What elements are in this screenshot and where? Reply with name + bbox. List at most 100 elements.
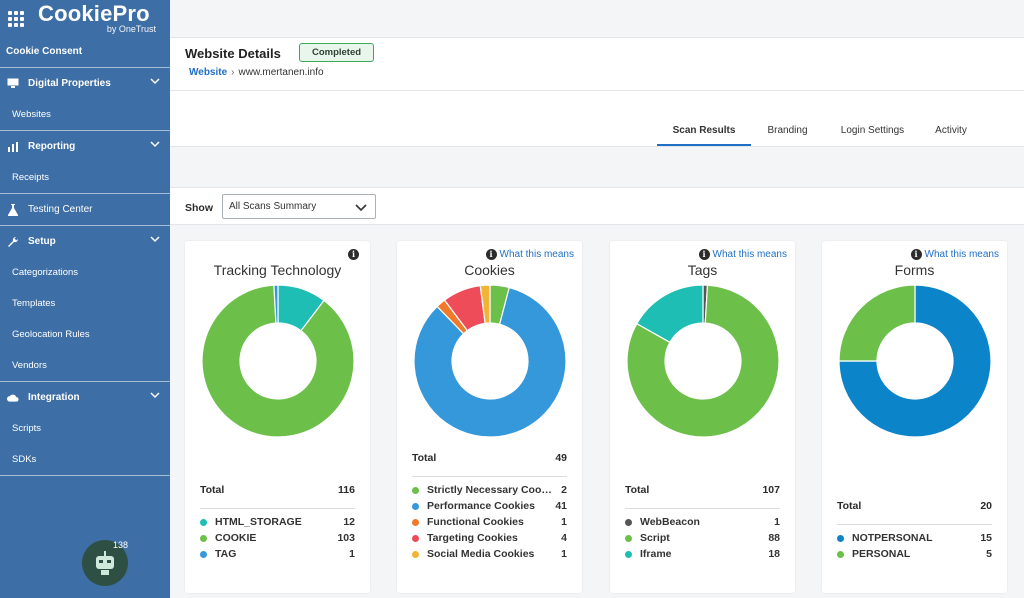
chatbot-button[interactable] bbox=[82, 540, 128, 586]
legend-value: 88 bbox=[768, 532, 780, 544]
legend-value: 103 bbox=[337, 532, 355, 544]
legend-item[interactable]: HTML_STORAGE 12 bbox=[200, 514, 355, 530]
info-icon: i bbox=[485, 249, 497, 260]
legend-item[interactable]: Script 88 bbox=[625, 530, 780, 546]
legend-item[interactable]: COOKIE 103 bbox=[200, 530, 355, 546]
legend-item[interactable]: Strictly Necessary Cook... 2 bbox=[412, 482, 567, 498]
info-link[interactable]: i What this means bbox=[910, 249, 999, 260]
legend-label: WebBeacon bbox=[640, 516, 700, 528]
nav-head-reporting[interactable]: Reporting bbox=[0, 131, 170, 162]
sidebar-item-receipts[interactable]: Receipts bbox=[12, 172, 49, 183]
bar-chart-icon bbox=[7, 141, 19, 153]
app-launcher-icon[interactable] bbox=[8, 11, 24, 27]
legend-dot-icon bbox=[837, 534, 844, 542]
legend-label: Iframe bbox=[640, 548, 672, 560]
legend-label: HTML_STORAGE bbox=[215, 516, 302, 528]
breadcrumb-current: www.mertanen.info bbox=[238, 67, 324, 78]
cloud-icon bbox=[7, 392, 19, 404]
tab-scan-results[interactable]: Scan Results bbox=[657, 125, 751, 146]
page-title: Website Details bbox=[185, 46, 281, 61]
donut-slice[interactable] bbox=[626, 284, 780, 438]
chevron-down-icon bbox=[355, 200, 367, 223]
total-row: Total 116 bbox=[200, 484, 355, 509]
legend-dot-icon bbox=[412, 486, 419, 494]
breadcrumb-link-website[interactable]: Website bbox=[189, 67, 228, 78]
donut-chart bbox=[201, 284, 355, 438]
total-row: Total 107 bbox=[625, 484, 780, 509]
chevron-down-icon[interactable] bbox=[150, 77, 160, 88]
legend-value: 4 bbox=[561, 532, 567, 544]
nav-group-integration: Integration Scripts SDKs bbox=[0, 382, 170, 476]
legend-item[interactable]: NOTPERSONAL 15 bbox=[837, 530, 992, 546]
sidebar-section-title: Cookie Consent bbox=[0, 38, 170, 68]
nav-head-label: Digital Properties bbox=[28, 78, 111, 89]
legend-label: PERSONAL bbox=[852, 548, 911, 560]
donut-slice[interactable] bbox=[635, 284, 704, 344]
nav-group-testing-center: Testing Center bbox=[0, 194, 170, 226]
wrench-icon bbox=[7, 236, 19, 248]
info-icon: i bbox=[910, 249, 922, 260]
tab-branding[interactable]: Branding bbox=[767, 125, 808, 136]
card-tracking-technology: i Tracking Technology Total 116 HTML_STOR… bbox=[185, 241, 370, 593]
nav-head-testing-center[interactable]: Testing Center bbox=[0, 194, 170, 225]
tab-login-settings[interactable]: Login Settings bbox=[840, 125, 905, 136]
donut-slice[interactable] bbox=[838, 284, 992, 438]
card-cookies: i What this means Cookies Total 49 Strictl… bbox=[397, 241, 582, 593]
legend-value: 41 bbox=[555, 500, 567, 512]
sidebar-item-sdks[interactable]: SDKs bbox=[12, 454, 37, 465]
nav-head-label: Integration bbox=[28, 392, 80, 403]
legend-item[interactable]: PERSONAL 5 bbox=[837, 546, 992, 562]
legend-label: Performance Cookies bbox=[427, 500, 535, 512]
legend-item[interactable]: Functional Cookies 1 bbox=[412, 514, 567, 530]
tab-activity[interactable]: Activity bbox=[935, 125, 967, 136]
info-link[interactable]: i What this means bbox=[485, 249, 574, 260]
legend-dot-icon bbox=[200, 534, 207, 542]
legend-item[interactable]: Targeting Cookies 4 bbox=[412, 530, 567, 546]
sidebar-item-templates[interactable]: Templates bbox=[12, 298, 56, 309]
legend-dot-icon bbox=[412, 550, 419, 558]
sidebar-item-vendors[interactable]: Vendors bbox=[12, 360, 47, 371]
legend-item[interactable]: Performance Cookies 41 bbox=[412, 498, 567, 514]
chevron-down-icon[interactable] bbox=[150, 391, 160, 402]
sidebar-item-websites[interactable]: Websites bbox=[12, 109, 51, 120]
legend-item[interactable]: TAG 1 bbox=[200, 546, 355, 562]
legend-dot-icon bbox=[200, 550, 207, 558]
info-link[interactable]: i What this means bbox=[698, 249, 787, 260]
legend-item[interactable]: Iframe 18 bbox=[625, 546, 780, 562]
donut-slice[interactable] bbox=[413, 286, 567, 438]
nav-head-digital-properties[interactable]: Digital Properties bbox=[0, 68, 170, 99]
total-value: 49 bbox=[555, 452, 567, 464]
card-title: Cookies bbox=[464, 262, 515, 278]
nav-head-setup[interactable]: Setup bbox=[0, 226, 170, 257]
card-title: Tracking Technology bbox=[213, 262, 342, 278]
legend-item[interactable]: Social Media Cookies 1 bbox=[412, 546, 567, 562]
donut-slice[interactable] bbox=[479, 284, 491, 324]
total-value: 20 bbox=[980, 500, 992, 512]
logo-subtitle: by OneTrust bbox=[106, 24, 156, 34]
legend-label: TAG bbox=[215, 548, 237, 560]
legend-item[interactable]: WebBeacon 1 bbox=[625, 514, 780, 530]
donut-slice[interactable] bbox=[273, 284, 279, 324]
legend-dot-icon bbox=[837, 550, 844, 558]
donut-slice[interactable] bbox=[838, 284, 916, 362]
legend-value: 18 bbox=[768, 548, 780, 560]
nav-head-label: Reporting bbox=[28, 141, 76, 152]
sidebar-item-scripts[interactable]: Scripts bbox=[12, 423, 42, 434]
chevron-down-icon[interactable] bbox=[150, 235, 160, 246]
sidebar-item-categorizations[interactable]: Categorizations bbox=[12, 267, 79, 278]
nav-group-digital-properties: Digital Properties Websites bbox=[0, 68, 170, 131]
total-label: Total bbox=[200, 484, 225, 496]
card-tags: i What this means Tags Total 107 WebBeacon… bbox=[610, 241, 795, 593]
scan-filter-select[interactable]: All Scans Summary bbox=[222, 194, 376, 219]
card-title: Tags bbox=[687, 262, 718, 278]
info-link[interactable]: i bbox=[348, 249, 362, 260]
total-label: Total bbox=[837, 500, 862, 512]
nav-head-integration[interactable]: Integration bbox=[0, 382, 170, 413]
legend-label: Social Media Cookies bbox=[427, 548, 535, 560]
legend-dot-icon bbox=[412, 534, 419, 542]
chevron-down-icon[interactable] bbox=[150, 140, 160, 151]
donut-chart bbox=[626, 284, 780, 438]
legend-dot-icon bbox=[412, 502, 419, 510]
sidebar-item-geolocation-rules[interactable]: Geolocation Rules bbox=[12, 329, 90, 340]
donut-slice[interactable] bbox=[201, 284, 355, 438]
